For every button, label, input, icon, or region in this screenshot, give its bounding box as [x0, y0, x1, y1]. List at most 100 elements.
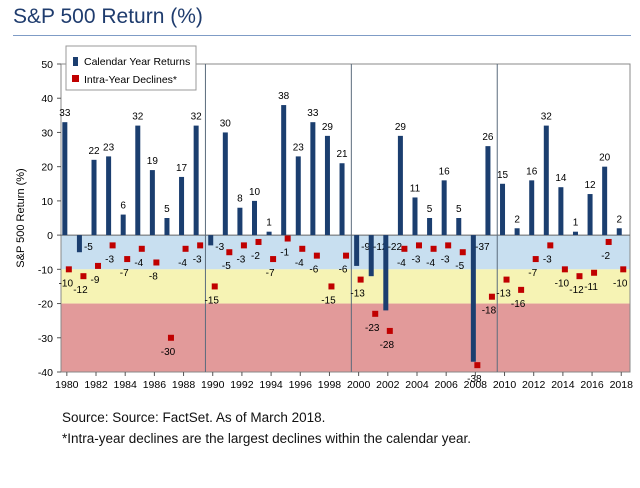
- bar: [587, 194, 593, 236]
- decline-label: -4: [426, 258, 435, 269]
- y-tick-label: -30: [38, 333, 53, 345]
- decline-marker: [474, 362, 481, 369]
- bar: [602, 166, 608, 236]
- bar-label: 29: [322, 122, 334, 133]
- bar-label: 12: [585, 180, 597, 191]
- bar-label: 2: [514, 214, 520, 225]
- x-tick-label: 1980: [55, 379, 79, 390]
- decline-marker: [343, 252, 350, 259]
- decline-marker: [357, 276, 364, 283]
- x-tick-label: 1998: [318, 379, 342, 390]
- bar-label: 16: [526, 166, 538, 177]
- x-tick-label: 1984: [114, 379, 138, 390]
- decline-label: -4: [295, 258, 304, 269]
- bar: [514, 228, 520, 236]
- decline-marker: [415, 242, 422, 249]
- decline-marker: [80, 273, 87, 280]
- bar-label: 1: [266, 218, 272, 229]
- x-tick-label: 1988: [172, 379, 196, 390]
- bar: [456, 218, 462, 236]
- decline-marker: [532, 256, 539, 263]
- decline-label: -7: [528, 268, 537, 279]
- bar-label: 30: [220, 118, 232, 129]
- bar: [339, 163, 345, 236]
- decline-label: -4: [134, 258, 143, 269]
- bar-label: 5: [427, 204, 433, 215]
- decline-marker: [124, 256, 131, 263]
- decline-label: -13: [350, 289, 365, 300]
- x-tick-label: 2006: [434, 379, 458, 390]
- decline-marker: [518, 286, 525, 293]
- bar-label: -12: [373, 242, 388, 253]
- decline-marker: [459, 249, 466, 256]
- bar: [529, 180, 535, 236]
- x-tick-label: 2010: [493, 379, 517, 390]
- band-red: [61, 303, 630, 372]
- bar-label: 23: [293, 142, 305, 153]
- bar-label: 17: [176, 163, 188, 174]
- x-tick-label: 2014: [551, 379, 575, 390]
- bar: [397, 135, 403, 236]
- bar-label: -22: [388, 242, 403, 253]
- decline-label: -4: [397, 258, 406, 269]
- decline-marker: [561, 266, 568, 273]
- y-tick-label: 50: [41, 59, 53, 71]
- decline-label: -9: [91, 275, 100, 286]
- bar: [120, 214, 126, 236]
- x-tick-label: 2002: [376, 379, 400, 390]
- legend-label-returns: Calendar Year Returns: [84, 56, 190, 68]
- decline-marker: [328, 283, 335, 290]
- bar-label: 8: [237, 194, 243, 205]
- decline-marker: [270, 256, 277, 263]
- bar-label: 32: [132, 112, 144, 123]
- bar: [149, 170, 155, 236]
- bar: [485, 146, 491, 236]
- decline-marker: [240, 242, 247, 249]
- bar-label: 21: [336, 149, 348, 160]
- bar: [572, 231, 578, 236]
- decline-marker: [255, 238, 262, 245]
- y-tick-label: -40: [38, 367, 53, 379]
- decline-marker: [95, 262, 102, 269]
- bar-label: 15: [497, 170, 509, 181]
- bar: [427, 218, 433, 236]
- bar: [266, 231, 272, 236]
- bar-label: 26: [482, 132, 494, 143]
- x-tick-label: 1986: [143, 379, 167, 390]
- decline-marker: [284, 235, 291, 242]
- x-tick-label: 1996: [289, 379, 313, 390]
- band-yellow: [61, 269, 630, 304]
- decline-label: -6: [309, 265, 318, 276]
- bar-label: 38: [278, 91, 290, 102]
- bar: [295, 156, 301, 236]
- y-tick-label: -20: [38, 299, 53, 311]
- decline-marker: [167, 334, 174, 341]
- y-axis-label: S&P 500 Return (%): [15, 168, 27, 267]
- decline-label: -10: [555, 278, 570, 289]
- bar-label: -37: [475, 242, 490, 253]
- decline-label: -6: [339, 265, 348, 276]
- decline-marker: [430, 245, 437, 252]
- bar-label: -9: [361, 242, 370, 253]
- page-title: S&P 500 Return (%): [13, 5, 203, 28]
- bar: [354, 235, 360, 266]
- decline-marker: [445, 242, 452, 249]
- decline-marker: [299, 245, 306, 252]
- x-tick-label: 1992: [230, 379, 254, 390]
- bar-label: 22: [88, 146, 100, 157]
- bar: [441, 180, 447, 236]
- bar-label: -3: [215, 242, 224, 253]
- bar-label: 10: [249, 187, 261, 198]
- bar: [281, 105, 287, 236]
- decline-label: -2: [251, 251, 260, 262]
- x-tick-label: 1982: [84, 379, 108, 390]
- bar-label: 11: [410, 183, 421, 194]
- decline-label: -5: [222, 261, 231, 272]
- bar-label: 14: [555, 173, 567, 184]
- x-tick-label: 2004: [405, 379, 429, 390]
- decline-marker: [153, 259, 160, 266]
- decline-marker: [503, 276, 510, 283]
- legend-box: [65, 45, 197, 91]
- bar-label: 19: [147, 156, 159, 167]
